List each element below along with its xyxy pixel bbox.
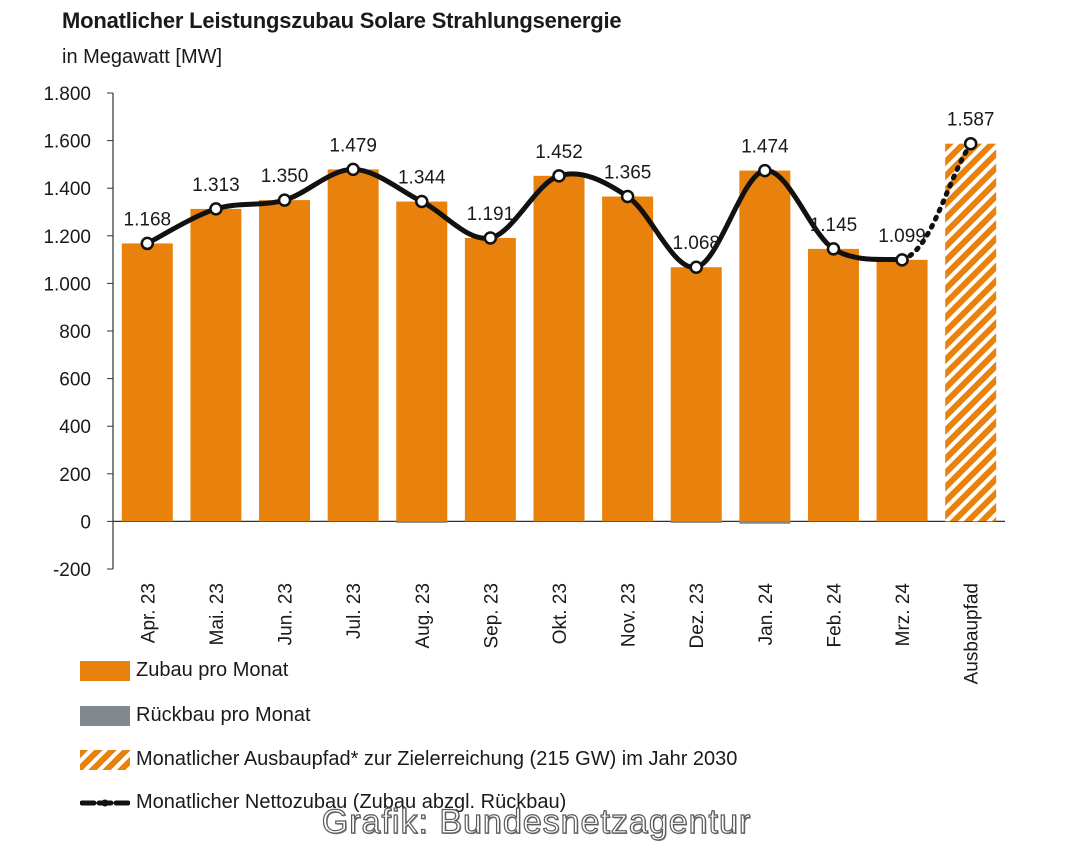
x-tick-label: Ausbaupfad bbox=[962, 583, 983, 684]
x-tick-label: Feb. 24 bbox=[824, 583, 845, 648]
bar-zubau bbox=[533, 175, 585, 522]
x-tick-label: Mrz. 24 bbox=[893, 583, 914, 647]
line-point bbox=[620, 189, 635, 204]
bar-rueckbau bbox=[396, 521, 448, 523]
legend-label-rueckbau: Rückbau pro Monat bbox=[136, 704, 311, 726]
y-tick-label: 400 bbox=[59, 417, 91, 438]
legend-item-ausbaupfad: Monatlicher Ausbaupfad* zur Zielerreichu… bbox=[80, 748, 737, 771]
bar-zubau bbox=[396, 201, 448, 522]
legend-swatch-netto bbox=[80, 799, 130, 806]
line-point bbox=[209, 202, 223, 216]
data-label: 1.350 bbox=[261, 166, 309, 187]
legend-item-zubau: Zubau pro Monat bbox=[80, 659, 288, 682]
x-tick-label: Jun. 23 bbox=[276, 583, 297, 645]
data-label: 1.365 bbox=[604, 163, 652, 184]
chart-title: Monatlicher Leistungszubau Solare Strahl… bbox=[62, 8, 622, 33]
data-label: 1.191 bbox=[467, 204, 515, 225]
data-label: 1.452 bbox=[535, 142, 583, 163]
x-tick-label: Jan. 24 bbox=[756, 583, 777, 646]
y-tick-label: 1.400 bbox=[43, 179, 91, 200]
y-tick-label: -200 bbox=[53, 560, 91, 581]
legend-label-zubau: Zubau pro Monat bbox=[136, 659, 289, 681]
x-tick-label: Dez. 23 bbox=[687, 583, 708, 648]
legend-swatch-rueckbau bbox=[80, 705, 130, 726]
bar-zubau bbox=[259, 200, 311, 522]
data-label: 1.479 bbox=[329, 135, 377, 156]
y-tick-label: 200 bbox=[59, 465, 91, 486]
legend-label-ausbaupfad: Monatlicher Ausbaupfad* zur Zielerreichu… bbox=[136, 748, 738, 770]
line-point bbox=[963, 136, 978, 151]
bar-zubau bbox=[190, 208, 242, 522]
x-tick-label: Nov. 23 bbox=[619, 583, 640, 647]
data-label: 1.313 bbox=[192, 175, 240, 196]
bar-zubau bbox=[670, 267, 722, 522]
bar-ausbaupfad bbox=[945, 143, 997, 522]
x-tick-label: Apr. 23 bbox=[138, 583, 159, 643]
x-tick-label: Mai. 23 bbox=[207, 583, 228, 645]
legend-item-netto: Monatlicher Nettozubau (Zubau abzgl. Rüc… bbox=[80, 791, 566, 814]
bar-rueckbau bbox=[670, 521, 722, 523]
credit-watermark: Grafik: Bundesnetzagentur bbox=[321, 802, 752, 841]
line-point bbox=[895, 253, 909, 267]
data-label: 1.145 bbox=[810, 215, 858, 236]
y-tick-label: 800 bbox=[59, 322, 91, 343]
chart-subtitle: in Megawatt [MW] bbox=[62, 46, 223, 68]
legend-item-rueckbau: Rückbau pro Monat bbox=[80, 704, 311, 727]
line-point bbox=[140, 236, 155, 251]
bar-zubau bbox=[739, 170, 791, 522]
data-label: 1.099 bbox=[878, 226, 926, 247]
line-point bbox=[277, 193, 292, 207]
data-label: 1.068 bbox=[672, 233, 720, 254]
data-label: 1.474 bbox=[741, 137, 789, 158]
legend-swatch-zubau bbox=[80, 660, 130, 681]
y-tick-label: 1.000 bbox=[43, 274, 91, 295]
data-label: 1.587 bbox=[947, 110, 995, 131]
bar-zubau bbox=[602, 196, 654, 522]
line-point bbox=[826, 242, 841, 256]
line-point bbox=[552, 169, 566, 183]
y-tick-label: 0 bbox=[80, 512, 91, 533]
x-tick-label: Jul. 23 bbox=[344, 583, 365, 639]
legend-swatch-ausbaupfad bbox=[80, 749, 130, 770]
data-label: 1.344 bbox=[398, 168, 446, 189]
x-tick-label: Aug. 23 bbox=[413, 583, 434, 649]
bar-zubau bbox=[807, 248, 859, 522]
legend-label-netto: Monatlicher Nettozubau (Zubau abzgl. Rüc… bbox=[136, 791, 567, 813]
y-tick-label: 1.800 bbox=[43, 84, 91, 105]
bar-zubau bbox=[876, 259, 928, 522]
y-tick-label: 1.600 bbox=[43, 132, 91, 153]
line-point bbox=[483, 231, 498, 245]
y-tick-label: 1.200 bbox=[43, 227, 91, 248]
bar-zubau bbox=[464, 237, 516, 522]
line-point bbox=[415, 194, 429, 209]
x-tick-label: Okt. 23 bbox=[550, 583, 571, 644]
bar-zubau bbox=[327, 169, 379, 522]
line-point bbox=[758, 163, 772, 178]
bar-zubau bbox=[121, 243, 173, 522]
line-projection bbox=[899, 141, 974, 263]
line-point bbox=[346, 162, 360, 177]
line-point bbox=[689, 260, 703, 274]
y-tick-label: 600 bbox=[59, 370, 91, 391]
bar-rueckbau bbox=[739, 521, 791, 524]
x-tick-label: Sep. 23 bbox=[481, 583, 502, 649]
data-label: 1.168 bbox=[124, 209, 172, 230]
